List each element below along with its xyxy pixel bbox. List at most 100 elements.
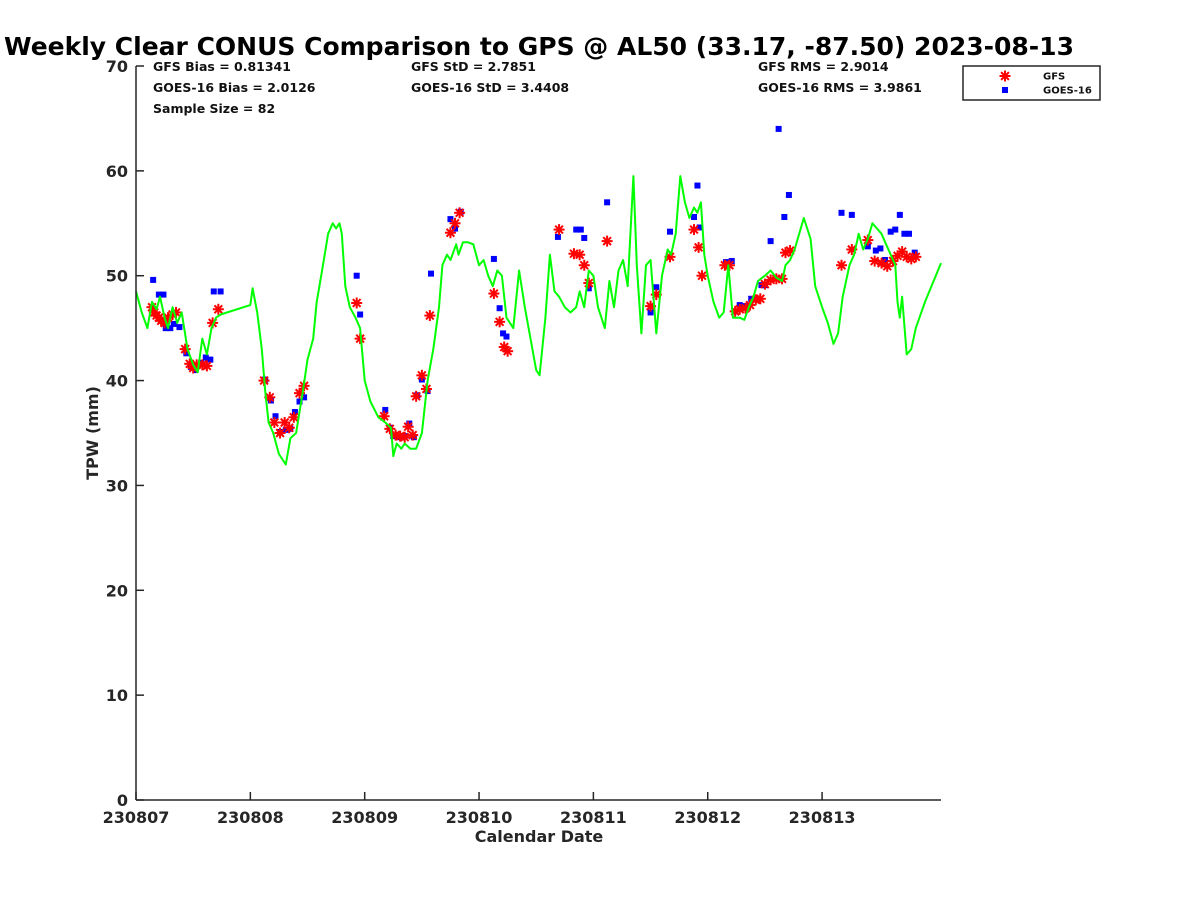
data-point [202, 354, 209, 361]
data-point [694, 182, 701, 189]
data-point [838, 209, 845, 216]
data-point [217, 288, 224, 295]
series-gps-line [135, 175, 942, 466]
data-point [267, 397, 274, 404]
data-point [872, 247, 879, 254]
data-point [212, 303, 224, 315]
data-point [647, 309, 654, 316]
data-point [785, 191, 792, 198]
data-point [754, 293, 766, 305]
data-point [696, 270, 708, 282]
data-point [905, 230, 912, 237]
data-point [170, 320, 177, 327]
data-point [378, 410, 390, 422]
data-point [288, 411, 300, 423]
data-point [406, 420, 413, 427]
data-point [176, 324, 183, 331]
x-tick-label: 230809 [331, 808, 398, 827]
x-tick-label: 230808 [217, 808, 284, 827]
data-point [887, 228, 894, 235]
data-point [877, 245, 884, 252]
data-point [836, 259, 848, 271]
data-point [382, 406, 389, 413]
data-point [767, 238, 774, 245]
x-axis-label: Calendar Date [475, 827, 604, 846]
y-ticks: 0 10 20 30 40 50 60 70 [106, 57, 144, 810]
data-point [283, 422, 295, 434]
data-point [848, 211, 855, 218]
data-point [167, 325, 174, 332]
x-tick-label: 230812 [674, 808, 741, 827]
data-point [728, 258, 735, 265]
data-point [424, 310, 436, 322]
x-tick-label: 230811 [560, 808, 627, 827]
data-point [357, 311, 364, 318]
data-point [503, 333, 510, 340]
y-tick-label: 70 [106, 57, 128, 76]
legend-item-goes-16: GOES-16 [1002, 86, 1092, 97]
data-point [201, 360, 213, 372]
legend-label: GFS [1043, 72, 1065, 83]
data-point [449, 217, 461, 229]
chart-title: Weekly Clear CONUS Comparison to GPS @ A… [4, 32, 1074, 61]
x-tick-label: 230810 [446, 808, 513, 827]
data-point [573, 226, 580, 233]
data-point [399, 431, 411, 443]
data-point [892, 226, 899, 233]
data-point [494, 316, 506, 328]
data-point [488, 288, 500, 300]
data-point [554, 233, 561, 240]
data-point [748, 295, 755, 302]
stat-gfs-rms: GFS RMS = 2.9014 [758, 59, 889, 74]
data-point [353, 272, 360, 279]
data-point [666, 228, 673, 235]
data-point [444, 227, 456, 239]
data-point [601, 235, 613, 247]
data-point [274, 427, 286, 439]
y-tick-label: 40 [106, 372, 128, 391]
data-point [758, 282, 765, 289]
y-tick-label: 10 [106, 686, 128, 705]
data-point [577, 226, 584, 233]
data-point [447, 216, 454, 223]
data-point [428, 270, 435, 277]
data-point [911, 249, 918, 256]
x-tick-label: 230807 [103, 808, 170, 827]
data-point [688, 224, 700, 236]
data-point [160, 291, 167, 298]
legend-marker [1002, 87, 1008, 93]
data-point [454, 207, 466, 219]
data-point [653, 284, 660, 291]
y-axis-label: TPW (mm) [83, 386, 102, 480]
series-gfs [146, 207, 922, 443]
data-point [150, 276, 157, 283]
data-point [864, 243, 871, 250]
data-point [781, 213, 788, 220]
data-point [155, 291, 162, 298]
data-point [207, 356, 214, 363]
data-point [583, 277, 595, 289]
data-point [402, 421, 414, 433]
y-tick-label: 30 [106, 476, 128, 495]
data-point [759, 278, 771, 290]
y-tick-label: 50 [106, 267, 128, 286]
data-point [502, 345, 514, 357]
data-point [578, 259, 590, 271]
stat-gfs-std: GFS StD = 2.7851 [411, 59, 536, 74]
data-point [910, 251, 922, 263]
data-point [351, 297, 363, 309]
legend-label: GOES-16 [1043, 86, 1092, 97]
data-point [410, 390, 422, 402]
data-point [901, 230, 908, 237]
data-point [553, 224, 565, 236]
y-tick-label: 20 [106, 581, 128, 600]
data-point [210, 288, 217, 295]
plot-area [135, 125, 942, 466]
y-tick-label: 0 [117, 791, 128, 810]
data-point [604, 199, 611, 206]
data-point [581, 234, 588, 241]
data-point [896, 211, 903, 218]
axes [135, 66, 941, 801]
data-point [183, 350, 190, 357]
